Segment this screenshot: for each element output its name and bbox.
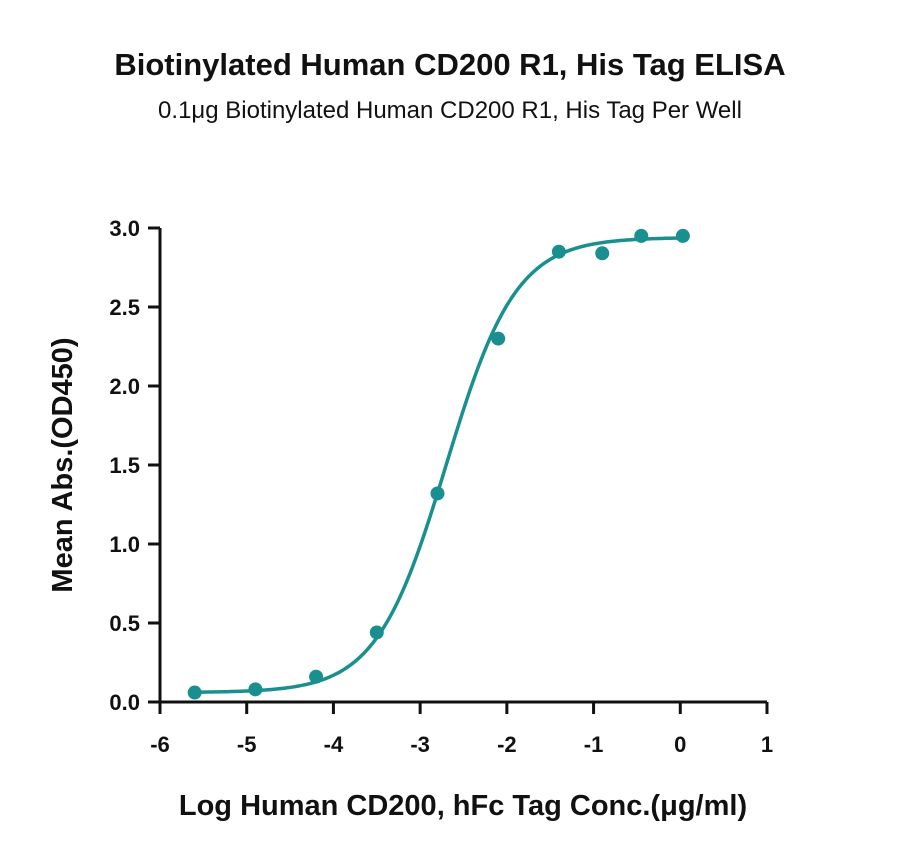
- y-tick-label: 0.0: [109, 690, 140, 715]
- x-tick-label: -4: [324, 732, 344, 757]
- x-axis-ticks: -6 -5 -4 -3 -2 -1 0 1: [150, 702, 773, 757]
- fit-curve: [194, 236, 683, 694]
- axes: [158, 228, 767, 704]
- x-tick-label: 1: [761, 732, 773, 757]
- data-point: [595, 246, 610, 261]
- data-point: [369, 625, 384, 640]
- y-tick-label: 1.0: [109, 532, 140, 557]
- data-point: [430, 486, 445, 501]
- y-axis-ticks: 0.0 0.5 1.0 1.5 2.0 2.5 3.0: [109, 216, 160, 715]
- x-axis-label: Log Human CD200, hFc Tag Conc.(μg/ml): [179, 790, 747, 822]
- y-axis-label: Mean Abs.(OD450): [47, 337, 79, 592]
- chart-subtitle: 0.1μg Biotinylated Human CD200 R1, His T…: [158, 97, 742, 124]
- x-tick-label: 0: [674, 732, 686, 757]
- x-tick-label: -5: [237, 732, 257, 757]
- data-points: [187, 228, 690, 700]
- data-point: [675, 228, 690, 243]
- y-tick-label: 1.5: [109, 453, 140, 478]
- y-tick-label: 2.5: [109, 295, 140, 320]
- y-tick-label: 2.0: [109, 374, 140, 399]
- x-tick-label: -2: [497, 732, 517, 757]
- y-tick-label: 0.5: [109, 611, 140, 636]
- fit-curve-group: [194, 236, 683, 694]
- data-point: [491, 331, 506, 346]
- y-tick-label: 3.0: [109, 216, 140, 241]
- data-point: [248, 682, 263, 697]
- data-point: [187, 685, 202, 700]
- data-point: [551, 244, 566, 259]
- chart-title: Biotinylated Human CD200 R1, His Tag ELI…: [114, 47, 785, 82]
- x-tick-label: -6: [150, 732, 170, 757]
- x-tick-label: -3: [410, 732, 430, 757]
- x-tick-label: -1: [584, 732, 604, 757]
- data-point: [634, 228, 649, 243]
- data-point: [309, 669, 324, 684]
